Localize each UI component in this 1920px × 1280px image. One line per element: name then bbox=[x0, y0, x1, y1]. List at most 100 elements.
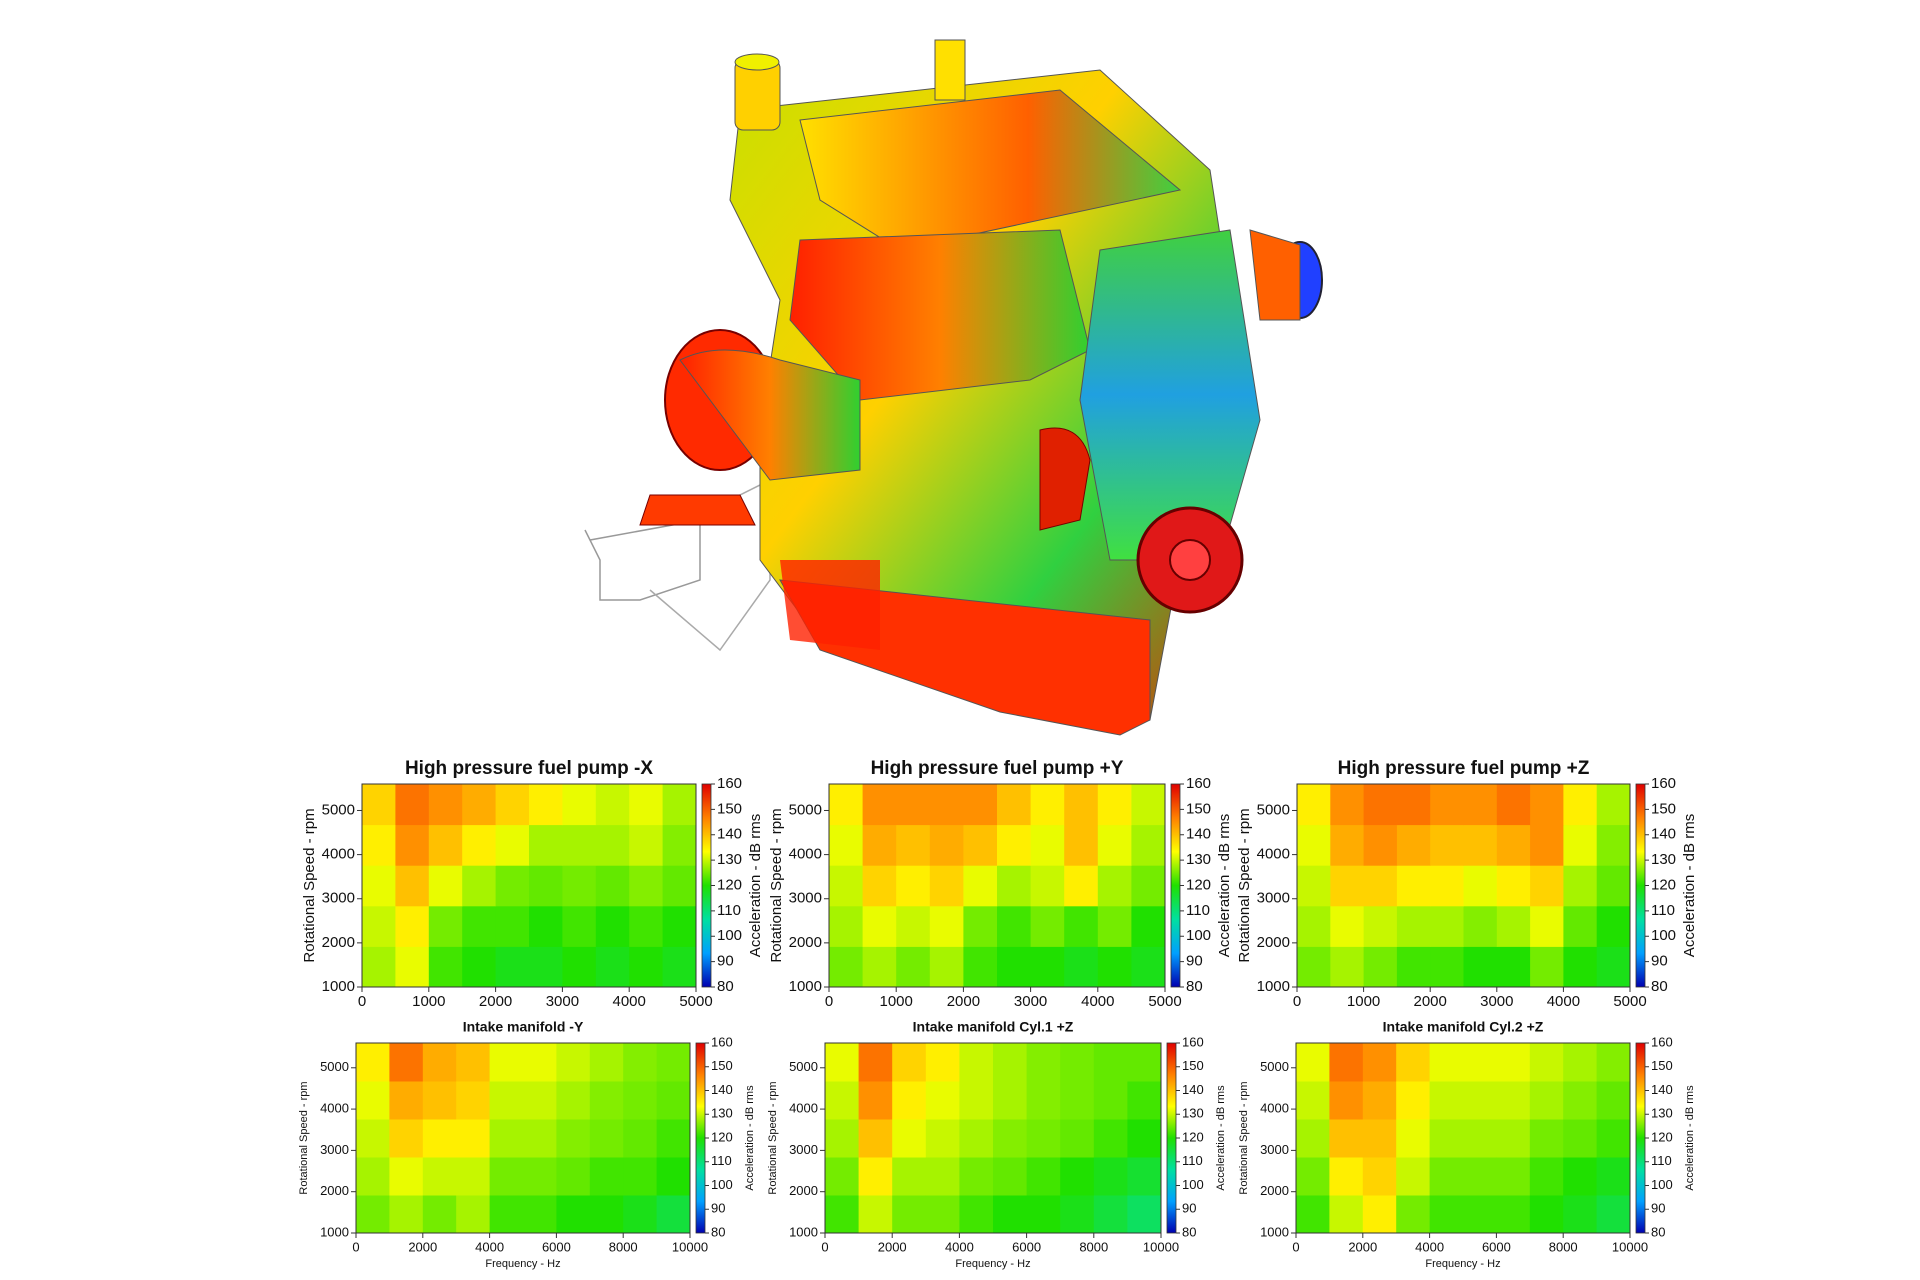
colorbar-tick-label: 140 bbox=[1186, 826, 1211, 843]
heatmap-cell bbox=[993, 1195, 1028, 1234]
x-axis-label: Frequency - Hz bbox=[1425, 1258, 1500, 1270]
heatmap-cell bbox=[1296, 1119, 1330, 1158]
heatmap-cell bbox=[1396, 1081, 1431, 1120]
y-tick-label: 2000 bbox=[789, 934, 822, 951]
heatmap-cell bbox=[997, 824, 1032, 866]
heatmap-cell bbox=[1127, 1157, 1162, 1196]
heatmap-cell bbox=[1131, 824, 1166, 866]
heatmap-cell bbox=[1496, 905, 1531, 947]
heatmap-cell bbox=[1330, 865, 1365, 907]
heatmap-cell bbox=[428, 865, 463, 907]
heatmap-cell bbox=[629, 865, 664, 907]
heatmap-cell bbox=[428, 946, 463, 988]
x-tick-label: 6000 bbox=[1482, 1239, 1511, 1254]
heatmap-cell bbox=[1127, 1195, 1162, 1234]
y-tick-label: 5000 bbox=[789, 1059, 818, 1074]
heatmap-cell bbox=[959, 1043, 994, 1082]
heatmap-cell bbox=[556, 1081, 591, 1120]
colorbar-tick-label: 100 bbox=[711, 1177, 733, 1192]
heatmap-cell bbox=[589, 1043, 624, 1082]
heatmap-cell bbox=[929, 946, 964, 988]
colorbar-tick-label: 130 bbox=[717, 851, 742, 868]
colorbar bbox=[695, 1042, 706, 1234]
heatmap-cell bbox=[1496, 1081, 1531, 1120]
heatmap-cell bbox=[1529, 1195, 1564, 1234]
x-tick-label: 10000 bbox=[1143, 1239, 1179, 1254]
heatmap-cell bbox=[589, 1119, 624, 1158]
colorbar-tick-label: 150 bbox=[1651, 800, 1676, 817]
x-tick-label: 3000 bbox=[1014, 993, 1047, 1010]
heatmap-cell bbox=[595, 946, 630, 988]
heatmap-cell bbox=[389, 1081, 424, 1120]
heatmap-cell bbox=[389, 1119, 424, 1158]
heatmap-cell bbox=[462, 905, 497, 947]
heatmap-cell bbox=[1131, 905, 1166, 947]
heatmap-cell bbox=[1296, 1043, 1330, 1082]
heatmap-cell bbox=[1296, 1157, 1330, 1196]
heatmap-cell bbox=[456, 1157, 491, 1196]
heatmap-cell bbox=[629, 824, 664, 866]
heatmap-cell bbox=[829, 905, 864, 947]
heatmap-cell bbox=[1026, 1195, 1061, 1234]
y-axis-label: Rotational Speed - rpm bbox=[301, 808, 318, 962]
heatmap-cell bbox=[556, 1119, 591, 1158]
colorbar-tick-label: 140 bbox=[1182, 1082, 1204, 1097]
heatmap-cell bbox=[1563, 905, 1598, 947]
y-tick-label: 5000 bbox=[1257, 801, 1290, 818]
y-tick-label: 1000 bbox=[1257, 978, 1290, 995]
heatmap-cell bbox=[1396, 824, 1431, 866]
heatmap-cell bbox=[959, 1157, 994, 1196]
heatmap-cell bbox=[1362, 1157, 1397, 1196]
heatmap-cell bbox=[1396, 1157, 1431, 1196]
heatmap-cells bbox=[362, 784, 697, 988]
heatmap-cell bbox=[629, 905, 664, 947]
colorbar-tick-label: 150 bbox=[717, 800, 742, 817]
colorbar-tick-label: 130 bbox=[1182, 1106, 1204, 1121]
colorbar-tick-label: 150 bbox=[1182, 1058, 1204, 1073]
heatmap-cell bbox=[662, 784, 697, 826]
heatmap-cell bbox=[462, 865, 497, 907]
heatmap-cell bbox=[1396, 1043, 1431, 1082]
chart-title: High pressure fuel pump +Z bbox=[1338, 758, 1590, 779]
y-tick-label: 2000 bbox=[320, 1183, 349, 1198]
heatmap-cell bbox=[1596, 1119, 1631, 1158]
heatmap-cell bbox=[1463, 865, 1498, 907]
heatmap-cell bbox=[1463, 784, 1498, 826]
heatmap-cell bbox=[1563, 1195, 1598, 1234]
heatmap-cell bbox=[1093, 1081, 1128, 1120]
heatmap-cell bbox=[959, 1119, 994, 1158]
heatmap-cell bbox=[589, 1157, 624, 1196]
heatmap-cell bbox=[356, 1119, 390, 1158]
heatmap-cell bbox=[1297, 784, 1331, 826]
heatmap-cell bbox=[1363, 905, 1398, 947]
x-tick-label: 2000 bbox=[878, 1239, 907, 1254]
heatmap-cell bbox=[1064, 905, 1099, 947]
heatmap-cell bbox=[389, 1043, 424, 1082]
colorbar bbox=[1166, 1042, 1177, 1234]
heatmap-cell bbox=[422, 1119, 457, 1158]
heatmap-cell bbox=[1496, 865, 1531, 907]
heatmap-cell bbox=[1093, 1157, 1128, 1196]
heatmap-cell bbox=[523, 1195, 557, 1234]
heatmap-cell bbox=[925, 1119, 960, 1158]
colorbar-tick-label: 90 bbox=[1186, 953, 1203, 970]
heatmap-cell bbox=[896, 784, 931, 826]
heatmap-cell bbox=[523, 1119, 557, 1158]
heatmap-cell bbox=[462, 824, 497, 866]
heatmap-cell bbox=[925, 1081, 960, 1120]
heatmap-cell bbox=[428, 784, 463, 826]
heatmap-cell bbox=[1026, 1081, 1061, 1120]
heatmap-cell bbox=[1093, 1119, 1128, 1158]
heatmap-cell bbox=[892, 1119, 927, 1158]
colorbar-tick-label: 110 bbox=[1186, 902, 1210, 919]
colorbar-tick-label: 110 bbox=[711, 1153, 732, 1168]
colorbar-tick-label: 90 bbox=[1651, 953, 1668, 970]
y-tick-label: 4000 bbox=[1257, 846, 1290, 863]
colorbar-tick-label: 110 bbox=[717, 902, 741, 919]
heatmap-cell bbox=[829, 865, 864, 907]
heatmap-cell bbox=[1131, 865, 1166, 907]
spectrogram-grid: High pressure fuel pump -X0 1000 2000 3000 4… bbox=[298, 758, 1698, 1270]
colorbar-tick-label: 100 bbox=[1651, 1177, 1673, 1192]
y-tick-label: 3000 bbox=[320, 1142, 349, 1157]
plot-frame bbox=[824, 1042, 1162, 1234]
